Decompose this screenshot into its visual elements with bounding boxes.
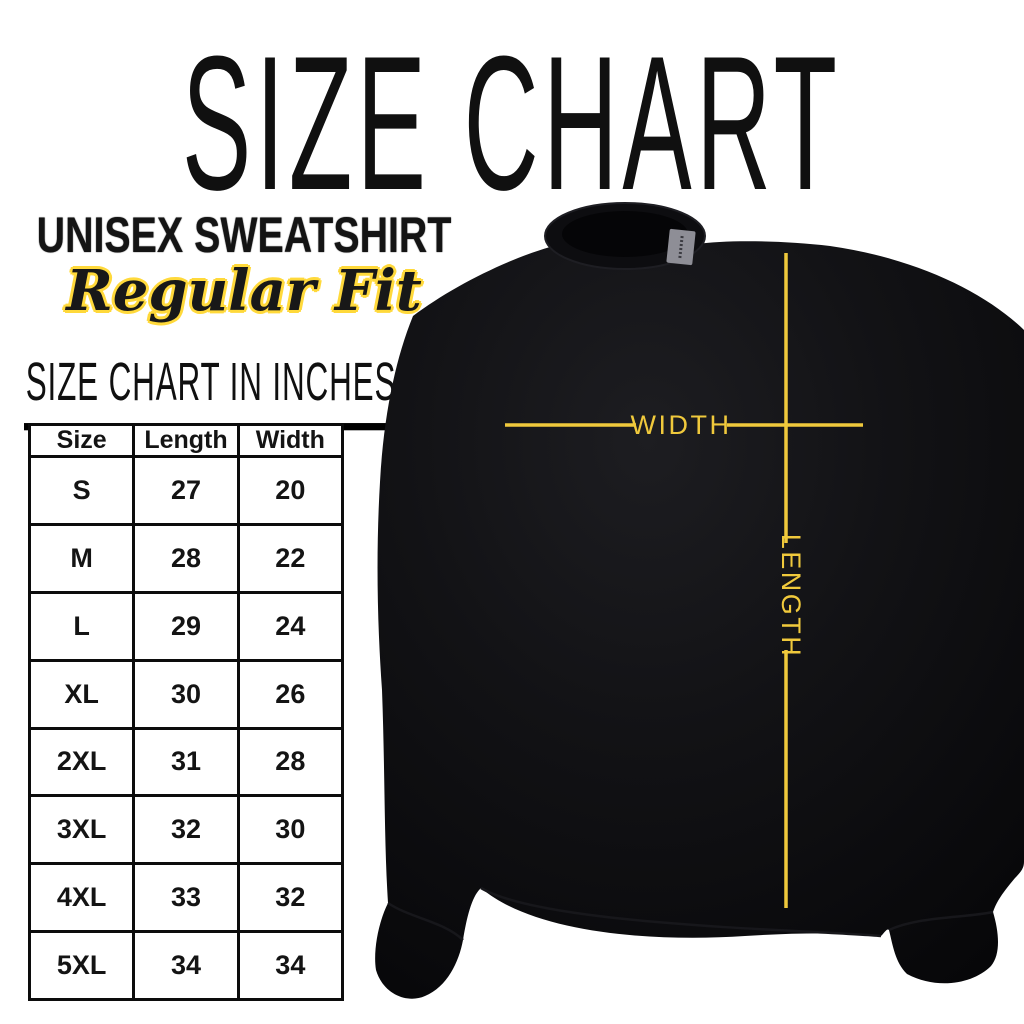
page-title: SIZE CHART: [182, 17, 842, 232]
width-cell: 30: [236, 794, 345, 866]
left-cuff-ribbing: [387, 901, 464, 941]
width-cell: 32: [236, 862, 345, 934]
width-label: WIDTH: [631, 410, 732, 440]
table-header-row: Size Length Width: [27, 423, 345, 458]
width-cell: 28: [236, 726, 345, 798]
length-cell: 27: [132, 455, 240, 526]
width-cell: 26: [236, 658, 345, 730]
table-row: 4XL 33 32: [27, 862, 345, 934]
sweatshirt-body: [375, 224, 1024, 999]
product-name-wrap: UNISEX SWEATSHIRT: [8, 207, 480, 263]
hem-ribbing: [480, 886, 882, 938]
width-cell: 20: [236, 455, 345, 526]
length-cell: 28: [132, 522, 240, 594]
size-cell: 2XL: [27, 726, 136, 798]
size-cell: S: [27, 455, 136, 526]
brand-tag: [666, 228, 696, 266]
length-label: LENGTH: [776, 534, 806, 659]
length-cell: 31: [132, 726, 240, 798]
table-row: S 27 20: [27, 455, 345, 526]
size-cell: L: [27, 590, 136, 662]
column-header: Length: [132, 423, 240, 458]
product-name: UNISEX SWEATSHIRT: [36, 207, 452, 264]
size-cell: M: [27, 522, 136, 594]
fit-label: Regular Fit: [66, 258, 422, 324]
right-cuff-ribbing: [888, 910, 994, 932]
size-cell: XL: [27, 658, 136, 730]
width-cell: 34: [236, 930, 345, 1001]
fit-label-wrap: Regular Fit: [8, 258, 480, 324]
collar-opening: [562, 211, 688, 257]
table-row: L 29 24: [27, 590, 345, 662]
table-heading: SIZE CHART IN INCHES: [24, 352, 398, 431]
size-table: Size Length Width S 27 20 M 28 22 L 29 24 XL 30 26 2XL 3…: [27, 423, 345, 1001]
sweatshirt-illustration: WIDTH LENGTH: [375, 202, 1024, 999]
length-cell: 33: [132, 862, 240, 934]
length-cell: 30: [132, 658, 240, 730]
column-header: Size: [27, 423, 136, 458]
table-row: 2XL 31 28: [27, 726, 345, 798]
column-header: Width: [236, 423, 345, 458]
table-row: 5XL 34 34: [27, 930, 345, 1001]
size-cell: 5XL: [27, 930, 136, 1001]
page-title-wrap: SIZE CHART: [0, 14, 1024, 231]
length-cell: 29: [132, 590, 240, 662]
table-row: XL 30 26: [27, 658, 345, 730]
table-row: M 28 22: [27, 522, 345, 594]
length-cell: 32: [132, 794, 240, 866]
table-row: 3XL 32 30: [27, 794, 345, 866]
length-cell: 34: [132, 930, 240, 1001]
width-cell: 22: [236, 522, 345, 594]
size-cell: 3XL: [27, 794, 136, 866]
width-cell: 24: [236, 590, 345, 662]
size-cell: 4XL: [27, 862, 136, 934]
